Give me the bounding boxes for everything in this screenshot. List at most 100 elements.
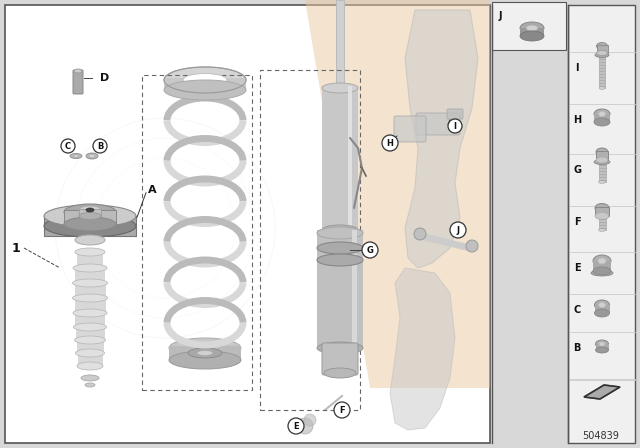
Ellipse shape	[70, 154, 82, 159]
FancyBboxPatch shape	[595, 207, 609, 216]
Ellipse shape	[169, 351, 241, 369]
Polygon shape	[305, 0, 490, 388]
Ellipse shape	[64, 217, 116, 231]
Ellipse shape	[72, 279, 108, 287]
Polygon shape	[405, 10, 478, 268]
Ellipse shape	[74, 155, 79, 157]
Text: 504839: 504839	[582, 431, 620, 441]
Ellipse shape	[317, 227, 363, 239]
Ellipse shape	[75, 235, 105, 245]
Text: B: B	[97, 142, 103, 151]
Ellipse shape	[322, 83, 358, 93]
Ellipse shape	[76, 349, 104, 357]
Ellipse shape	[197, 350, 213, 356]
Ellipse shape	[595, 300, 609, 310]
FancyBboxPatch shape	[348, 86, 352, 230]
Circle shape	[448, 119, 462, 133]
Ellipse shape	[86, 153, 98, 159]
Ellipse shape	[79, 212, 101, 220]
Ellipse shape	[595, 212, 609, 220]
FancyBboxPatch shape	[594, 114, 610, 122]
Polygon shape	[390, 268, 455, 430]
FancyBboxPatch shape	[322, 343, 358, 375]
FancyBboxPatch shape	[75, 313, 105, 327]
Ellipse shape	[72, 294, 108, 302]
Ellipse shape	[595, 347, 609, 353]
Ellipse shape	[598, 302, 605, 307]
Text: I: I	[575, 63, 579, 73]
Ellipse shape	[44, 215, 136, 237]
FancyBboxPatch shape	[75, 283, 106, 298]
Ellipse shape	[520, 31, 544, 41]
Text: H: H	[387, 138, 394, 147]
Ellipse shape	[595, 309, 609, 317]
Ellipse shape	[164, 80, 246, 100]
Ellipse shape	[593, 255, 611, 267]
FancyBboxPatch shape	[520, 28, 544, 36]
FancyBboxPatch shape	[599, 54, 605, 88]
FancyBboxPatch shape	[75, 268, 105, 283]
FancyBboxPatch shape	[78, 353, 103, 366]
Ellipse shape	[73, 309, 107, 317]
FancyBboxPatch shape	[64, 210, 116, 224]
Circle shape	[466, 240, 478, 252]
Text: D: D	[100, 73, 109, 83]
FancyBboxPatch shape	[596, 151, 608, 160]
Ellipse shape	[74, 323, 106, 331]
FancyBboxPatch shape	[593, 261, 611, 271]
FancyBboxPatch shape	[447, 109, 463, 119]
Ellipse shape	[317, 254, 363, 266]
Ellipse shape	[324, 368, 356, 378]
Ellipse shape	[520, 22, 544, 34]
Ellipse shape	[89, 155, 95, 158]
Ellipse shape	[322, 225, 358, 235]
FancyBboxPatch shape	[595, 344, 609, 350]
Text: F: F	[339, 405, 345, 414]
Ellipse shape	[85, 383, 95, 387]
Text: E: E	[573, 263, 580, 273]
Ellipse shape	[598, 112, 605, 116]
Ellipse shape	[598, 181, 605, 184]
Text: H: H	[573, 115, 581, 125]
Circle shape	[93, 139, 107, 153]
FancyBboxPatch shape	[336, 0, 344, 88]
FancyBboxPatch shape	[75, 298, 106, 313]
FancyBboxPatch shape	[77, 252, 103, 268]
FancyBboxPatch shape	[164, 78, 246, 90]
Circle shape	[304, 414, 316, 426]
Ellipse shape	[317, 342, 363, 354]
Text: E: E	[293, 422, 299, 431]
Ellipse shape	[591, 270, 613, 276]
FancyBboxPatch shape	[492, 2, 566, 50]
FancyBboxPatch shape	[568, 5, 635, 443]
Ellipse shape	[594, 109, 610, 119]
FancyBboxPatch shape	[596, 45, 607, 53]
Ellipse shape	[596, 157, 608, 163]
Text: F: F	[573, 217, 580, 227]
Ellipse shape	[164, 67, 246, 93]
Text: I: I	[454, 121, 456, 130]
FancyBboxPatch shape	[5, 5, 490, 443]
Ellipse shape	[594, 118, 610, 126]
Ellipse shape	[74, 336, 106, 344]
Text: A: A	[148, 185, 157, 195]
FancyBboxPatch shape	[598, 214, 605, 230]
Ellipse shape	[598, 228, 605, 232]
Ellipse shape	[595, 203, 609, 212]
Ellipse shape	[86, 208, 94, 212]
FancyBboxPatch shape	[169, 346, 241, 360]
Ellipse shape	[73, 264, 107, 272]
FancyBboxPatch shape	[416, 113, 460, 135]
Text: C: C	[65, 142, 71, 151]
FancyBboxPatch shape	[394, 116, 426, 142]
Ellipse shape	[594, 159, 610, 164]
Ellipse shape	[317, 242, 363, 254]
Ellipse shape	[169, 338, 241, 358]
Ellipse shape	[526, 25, 538, 31]
Circle shape	[450, 222, 466, 238]
Ellipse shape	[596, 148, 608, 156]
Text: J: J	[456, 225, 460, 234]
FancyBboxPatch shape	[73, 70, 83, 94]
FancyBboxPatch shape	[44, 216, 136, 236]
Ellipse shape	[596, 51, 607, 56]
